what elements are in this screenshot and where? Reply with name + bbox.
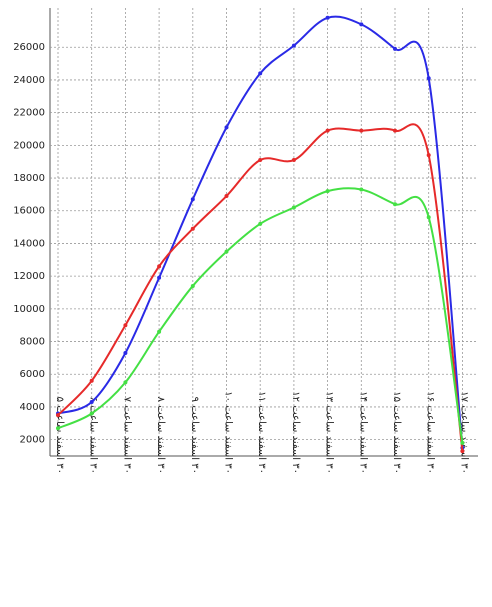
data-point xyxy=(89,378,94,383)
data-point xyxy=(426,76,431,81)
x-tick-label: ۳۰ اسفند ساعت ۵ xyxy=(54,397,65,474)
data-point xyxy=(460,449,465,454)
series-line xyxy=(57,187,464,444)
data-point xyxy=(426,153,431,158)
x-tick-label: ۳۰ اسفند ساعت ۶ xyxy=(88,397,99,474)
data-point xyxy=(258,158,263,163)
data-point xyxy=(291,205,296,210)
data-point xyxy=(157,329,162,334)
y-tick-label: 14000 xyxy=(13,238,45,249)
data-point xyxy=(190,283,195,288)
data-point xyxy=(359,22,364,27)
y-tick-label: 18000 xyxy=(13,173,45,184)
data-point xyxy=(359,187,364,192)
data-point xyxy=(190,197,195,202)
data-point xyxy=(291,158,296,163)
data-point xyxy=(258,221,263,226)
data-point xyxy=(56,413,60,418)
y-tick-label: 12000 xyxy=(13,271,45,282)
y-tick-label: 6000 xyxy=(20,369,45,380)
data-point xyxy=(325,189,330,194)
data-point xyxy=(325,128,330,133)
data-point xyxy=(56,426,60,431)
data-point xyxy=(190,226,195,231)
y-tick-label: 8000 xyxy=(20,337,45,348)
x-tick-label: ۳۰ اسفند ساعت ۱۰ xyxy=(223,391,234,474)
data-point xyxy=(89,400,94,405)
data-point xyxy=(123,323,128,328)
y-tick-label: 10000 xyxy=(13,304,45,315)
data-point xyxy=(393,46,397,51)
y-tick-label: 26000 xyxy=(13,42,45,53)
x-tick-label: ۳۰ اسفند ساعت ۱۷ xyxy=(458,391,469,474)
data-point xyxy=(426,215,431,220)
data-point xyxy=(224,194,229,199)
y-tick-label: 20000 xyxy=(13,140,45,151)
y-tick-label: 16000 xyxy=(13,206,45,217)
data-point xyxy=(258,71,263,76)
y-tick-label: 2000 xyxy=(20,435,45,446)
data-point xyxy=(393,202,397,207)
data-point xyxy=(89,411,94,416)
data-point xyxy=(157,264,162,269)
x-tick-label: ۳۰ اسفند ساعت ۱۳ xyxy=(324,391,335,474)
x-tick-label: ۳۰ اسفند ساعت ۱۱ xyxy=(256,391,267,474)
y-tick-label: 22000 xyxy=(13,108,45,119)
data-point xyxy=(224,249,229,254)
x-tick-label: ۳۰ اسفند ساعت ۸ xyxy=(155,397,166,474)
data-point xyxy=(460,440,465,445)
x-tick-label: ۳۰ اسفند ساعت ۱۴ xyxy=(357,391,368,474)
data-point xyxy=(123,350,128,355)
x-tick-label: ۳۰ اسفند ساعت ۷ xyxy=(121,397,132,474)
data-point xyxy=(224,125,229,130)
data-point xyxy=(123,380,128,385)
data-point xyxy=(359,128,364,133)
x-tick-label: ۳۰ اسفند ساعت ۹ xyxy=(189,397,200,474)
x-tick-label: ۳۰ اسفند ساعت ۱۲ xyxy=(290,391,301,474)
data-point xyxy=(157,275,162,280)
series-line xyxy=(57,15,464,448)
data-point xyxy=(291,43,296,48)
x-tick-label: ۳۰ اسفند ساعت ۱۶ xyxy=(425,391,436,474)
data-point xyxy=(325,15,330,20)
y-tick-label: 4000 xyxy=(20,402,45,413)
data-point xyxy=(393,128,397,133)
y-tick-label: 24000 xyxy=(13,75,45,86)
series-line xyxy=(57,123,464,452)
x-tick-label: ۳۰ اسفند ساعت ۱۵ xyxy=(391,391,402,474)
